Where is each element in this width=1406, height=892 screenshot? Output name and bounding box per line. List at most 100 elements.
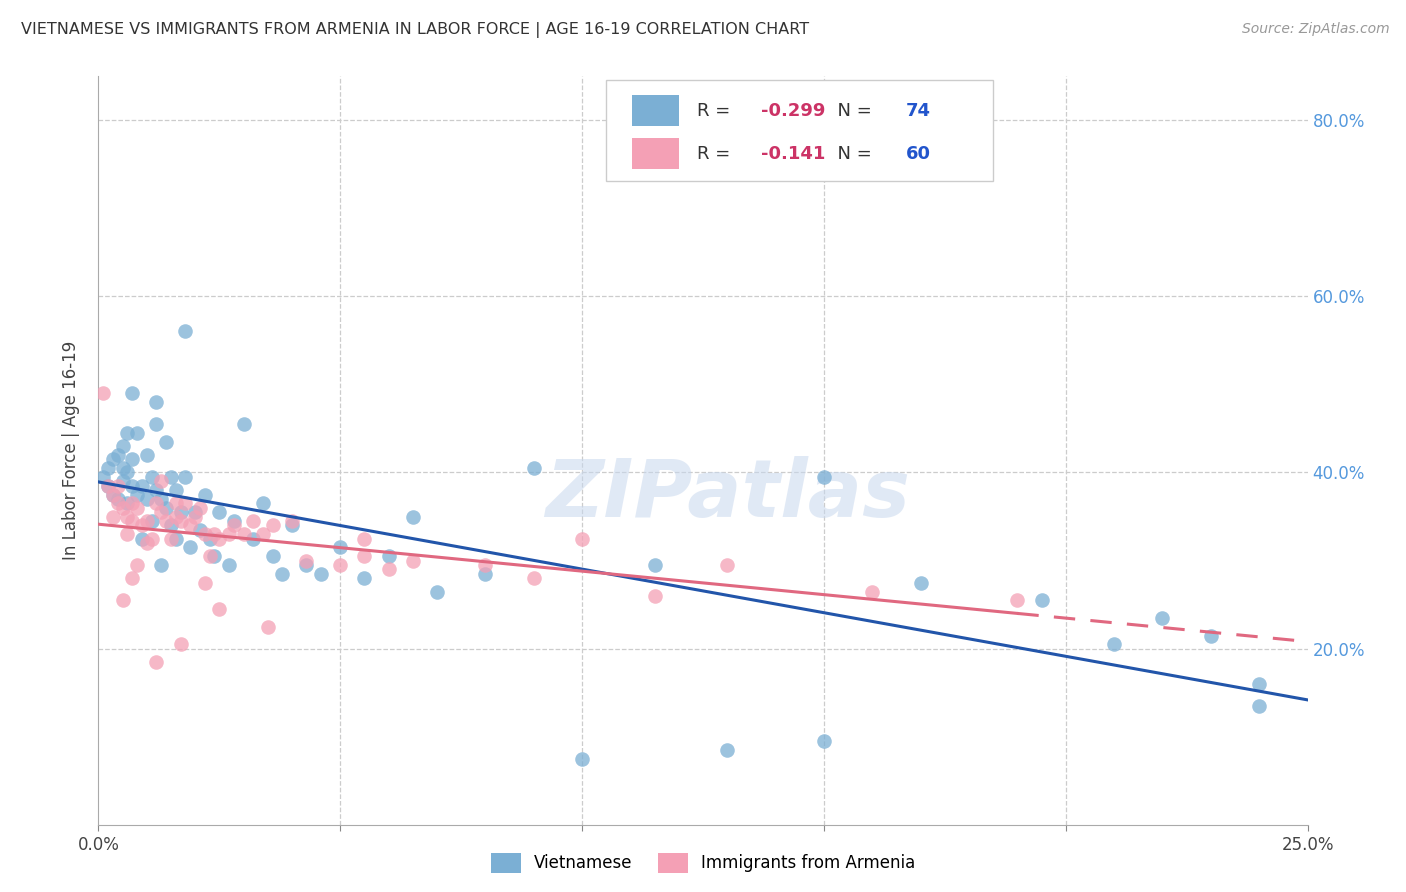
Point [402,509,425,524]
Point [716,558,738,572]
Point [184,505,207,519]
Point [169,505,191,519]
Text: VIETNAMESE VS IMMIGRANTS FROM ARMENIA IN LABOR FORCE | AGE 16-19 CORRELATION CHA: VIETNAMESE VS IMMIGRANTS FROM ARMENIA IN… [21,22,810,38]
Point [571,752,593,766]
Point [141,532,163,546]
Point [165,496,187,510]
Text: 60: 60 [905,145,931,163]
Point [135,448,157,462]
Point [271,566,294,581]
Point [145,417,167,431]
Point [329,541,352,555]
Point [218,558,240,572]
Point [184,509,207,524]
Point [101,487,124,501]
Text: N =: N = [827,145,877,163]
Point [111,439,134,453]
Point [188,500,211,515]
Text: 74: 74 [905,103,931,120]
Point [131,479,153,493]
Point [179,518,201,533]
Point [169,637,191,651]
Point [222,518,245,533]
Point [402,554,425,568]
Point [523,461,546,475]
Point [252,527,274,541]
Point [97,461,120,475]
Point [121,386,143,401]
Point [91,386,114,401]
Point [198,549,221,564]
Point [194,575,217,590]
Point [188,523,211,537]
Point [281,518,304,533]
Point [174,470,197,484]
Point [145,496,167,510]
Point [353,532,375,546]
Point [150,505,173,519]
Point [97,479,120,493]
Point [1249,699,1271,714]
Text: R =: R = [697,145,735,163]
Point [194,487,217,501]
Point [232,417,254,431]
Point [644,589,666,603]
Point [716,743,738,757]
Point [117,509,139,524]
Text: Source: ZipAtlas.com: Source: ZipAtlas.com [1241,22,1389,37]
Text: N =: N = [827,103,877,120]
Point [329,558,352,572]
Point [910,575,932,590]
Point [111,593,134,607]
Point [174,496,197,510]
Point [208,532,231,546]
Point [121,479,143,493]
Point [218,527,240,541]
Y-axis label: In Labor Force | Age 16-19: In Labor Force | Age 16-19 [62,341,80,560]
Point [160,518,183,533]
Point [111,500,134,515]
Point [256,620,278,634]
Point [174,325,197,339]
Point [571,532,593,546]
Point [262,518,284,533]
Point [107,448,129,462]
Point [165,483,187,497]
Text: -0.299: -0.299 [761,103,825,120]
Point [150,558,173,572]
Text: ZIPatlas: ZIPatlas [544,457,910,534]
Point [145,483,167,497]
Point [121,496,143,510]
Point [111,461,134,475]
Point [644,558,666,572]
Point [101,487,124,501]
Point [208,505,231,519]
Point [204,527,226,541]
Point [194,527,217,541]
Text: -0.141: -0.141 [761,145,825,163]
Point [165,532,187,546]
Point [860,584,883,599]
Point [117,425,139,440]
Point [813,734,835,748]
Point [169,514,191,528]
Point [135,514,157,528]
Point [377,549,399,564]
Point [242,514,264,528]
Point [160,470,183,484]
Point [353,549,375,564]
Point [155,514,177,528]
Point [117,496,139,510]
Point [377,562,399,576]
Point [131,518,153,533]
Point [1152,611,1174,625]
Point [813,470,835,484]
Point [1199,629,1222,643]
Point [262,549,284,564]
Point [523,571,546,585]
Point [107,479,129,493]
Point [111,475,134,489]
Point [1249,677,1271,691]
Point [281,514,304,528]
Point [474,558,496,572]
